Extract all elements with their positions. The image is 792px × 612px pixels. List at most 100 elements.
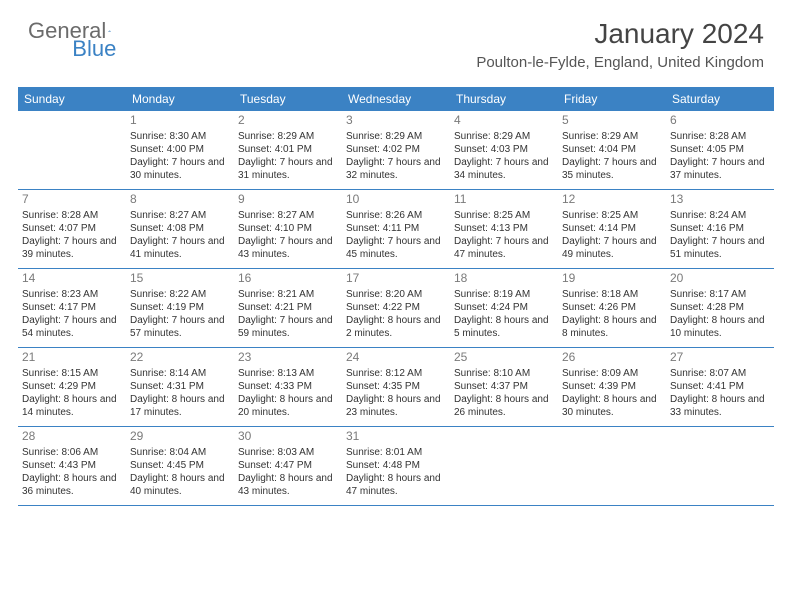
sunrise-text: Sunrise: 8:20 AM bbox=[346, 288, 446, 301]
day-number: 30 bbox=[238, 429, 338, 445]
day-number: 14 bbox=[22, 271, 122, 287]
sunset-text: Sunset: 4:08 PM bbox=[130, 222, 230, 235]
sunrise-text: Sunrise: 8:24 AM bbox=[670, 209, 770, 222]
sunset-text: Sunset: 4:03 PM bbox=[454, 143, 554, 156]
sunset-text: Sunset: 4:45 PM bbox=[130, 459, 230, 472]
sunset-text: Sunset: 4:05 PM bbox=[670, 143, 770, 156]
day-header: Tuesday bbox=[234, 87, 342, 111]
daylight-text: Daylight: 8 hours and 20 minutes. bbox=[238, 393, 338, 419]
sunrise-text: Sunrise: 8:30 AM bbox=[130, 130, 230, 143]
day-number: 31 bbox=[346, 429, 446, 445]
day-number: 13 bbox=[670, 192, 770, 208]
sunset-text: Sunset: 4:35 PM bbox=[346, 380, 446, 393]
day-cell: 21Sunrise: 8:15 AMSunset: 4:29 PMDayligh… bbox=[18, 348, 126, 426]
sunset-text: Sunset: 4:14 PM bbox=[562, 222, 662, 235]
day-number: 27 bbox=[670, 350, 770, 366]
sunset-text: Sunset: 4:33 PM bbox=[238, 380, 338, 393]
day-cell: 10Sunrise: 8:26 AMSunset: 4:11 PMDayligh… bbox=[342, 190, 450, 268]
sunrise-text: Sunrise: 8:26 AM bbox=[346, 209, 446, 222]
sunrise-text: Sunrise: 8:25 AM bbox=[562, 209, 662, 222]
day-cell: 25Sunrise: 8:10 AMSunset: 4:37 PMDayligh… bbox=[450, 348, 558, 426]
day-cell: 30Sunrise: 8:03 AMSunset: 4:47 PMDayligh… bbox=[234, 427, 342, 505]
week-row: 1Sunrise: 8:30 AMSunset: 4:00 PMDaylight… bbox=[18, 111, 774, 190]
sunset-text: Sunset: 4:07 PM bbox=[22, 222, 122, 235]
day-cell: 3Sunrise: 8:29 AMSunset: 4:02 PMDaylight… bbox=[342, 111, 450, 189]
daylight-text: Daylight: 8 hours and 36 minutes. bbox=[22, 472, 122, 498]
sunset-text: Sunset: 4:02 PM bbox=[346, 143, 446, 156]
day-number: 9 bbox=[238, 192, 338, 208]
sunrise-text: Sunrise: 8:15 AM bbox=[22, 367, 122, 380]
sunset-text: Sunset: 4:13 PM bbox=[454, 222, 554, 235]
day-number: 2 bbox=[238, 113, 338, 129]
sunset-text: Sunset: 4:00 PM bbox=[130, 143, 230, 156]
sunrise-text: Sunrise: 8:12 AM bbox=[346, 367, 446, 380]
sunset-text: Sunset: 4:48 PM bbox=[346, 459, 446, 472]
sunset-text: Sunset: 4:04 PM bbox=[562, 143, 662, 156]
day-cell: 24Sunrise: 8:12 AMSunset: 4:35 PMDayligh… bbox=[342, 348, 450, 426]
day-header: Monday bbox=[126, 87, 234, 111]
day-cell: 29Sunrise: 8:04 AMSunset: 4:45 PMDayligh… bbox=[126, 427, 234, 505]
sunrise-text: Sunrise: 8:19 AM bbox=[454, 288, 554, 301]
day-number: 7 bbox=[22, 192, 122, 208]
logo: General Blue bbox=[28, 18, 178, 44]
day-cell: 14Sunrise: 8:23 AMSunset: 4:17 PMDayligh… bbox=[18, 269, 126, 347]
sunset-text: Sunset: 4:47 PM bbox=[238, 459, 338, 472]
daylight-text: Daylight: 8 hours and 17 minutes. bbox=[130, 393, 230, 419]
sunset-text: Sunset: 4:28 PM bbox=[670, 301, 770, 314]
day-cell bbox=[666, 427, 774, 505]
sunset-text: Sunset: 4:01 PM bbox=[238, 143, 338, 156]
day-cell: 17Sunrise: 8:20 AMSunset: 4:22 PMDayligh… bbox=[342, 269, 450, 347]
day-cell: 4Sunrise: 8:29 AMSunset: 4:03 PMDaylight… bbox=[450, 111, 558, 189]
day-header-row: SundayMondayTuesdayWednesdayThursdayFrid… bbox=[18, 87, 774, 111]
day-number: 5 bbox=[562, 113, 662, 129]
sunrise-text: Sunrise: 8:18 AM bbox=[562, 288, 662, 301]
daylight-text: Daylight: 7 hours and 54 minutes. bbox=[22, 314, 122, 340]
day-number: 29 bbox=[130, 429, 230, 445]
day-number: 19 bbox=[562, 271, 662, 287]
day-number: 20 bbox=[670, 271, 770, 287]
month-title: January 2024 bbox=[476, 18, 764, 50]
day-cell: 1Sunrise: 8:30 AMSunset: 4:00 PMDaylight… bbox=[126, 111, 234, 189]
day-number: 25 bbox=[454, 350, 554, 366]
daylight-text: Daylight: 8 hours and 47 minutes. bbox=[346, 472, 446, 498]
sunset-text: Sunset: 4:21 PM bbox=[238, 301, 338, 314]
sunset-text: Sunset: 4:26 PM bbox=[562, 301, 662, 314]
sunset-text: Sunset: 4:31 PM bbox=[130, 380, 230, 393]
day-number: 22 bbox=[130, 350, 230, 366]
day-cell: 19Sunrise: 8:18 AMSunset: 4:26 PMDayligh… bbox=[558, 269, 666, 347]
day-header: Saturday bbox=[666, 87, 774, 111]
sunset-text: Sunset: 4:10 PM bbox=[238, 222, 338, 235]
daylight-text: Daylight: 7 hours and 57 minutes. bbox=[130, 314, 230, 340]
daylight-text: Daylight: 7 hours and 30 minutes. bbox=[130, 156, 230, 182]
day-cell: 16Sunrise: 8:21 AMSunset: 4:21 PMDayligh… bbox=[234, 269, 342, 347]
daylight-text: Daylight: 8 hours and 23 minutes. bbox=[346, 393, 446, 419]
daylight-text: Daylight: 8 hours and 40 minutes. bbox=[130, 472, 230, 498]
sunset-text: Sunset: 4:41 PM bbox=[670, 380, 770, 393]
day-cell: 5Sunrise: 8:29 AMSunset: 4:04 PMDaylight… bbox=[558, 111, 666, 189]
day-number: 12 bbox=[562, 192, 662, 208]
daylight-text: Daylight: 8 hours and 43 minutes. bbox=[238, 472, 338, 498]
day-number: 6 bbox=[670, 113, 770, 129]
day-number: 26 bbox=[562, 350, 662, 366]
daylight-text: Daylight: 7 hours and 39 minutes. bbox=[22, 235, 122, 261]
day-cell: 9Sunrise: 8:27 AMSunset: 4:10 PMDaylight… bbox=[234, 190, 342, 268]
sunrise-text: Sunrise: 8:21 AM bbox=[238, 288, 338, 301]
sunrise-text: Sunrise: 8:22 AM bbox=[130, 288, 230, 301]
day-number: 8 bbox=[130, 192, 230, 208]
day-header: Friday bbox=[558, 87, 666, 111]
day-cell: 6Sunrise: 8:28 AMSunset: 4:05 PMDaylight… bbox=[666, 111, 774, 189]
daylight-text: Daylight: 7 hours and 51 minutes. bbox=[670, 235, 770, 261]
daylight-text: Daylight: 7 hours and 35 minutes. bbox=[562, 156, 662, 182]
sunset-text: Sunset: 4:43 PM bbox=[22, 459, 122, 472]
header: General Blue January 2024 Poulton-le-Fyl… bbox=[0, 0, 792, 79]
calendar: SundayMondayTuesdayWednesdayThursdayFrid… bbox=[18, 87, 774, 506]
day-number: 4 bbox=[454, 113, 554, 129]
day-number: 21 bbox=[22, 350, 122, 366]
sunset-text: Sunset: 4:16 PM bbox=[670, 222, 770, 235]
sunset-text: Sunset: 4:39 PM bbox=[562, 380, 662, 393]
week-row: 7Sunrise: 8:28 AMSunset: 4:07 PMDaylight… bbox=[18, 190, 774, 269]
day-cell: 31Sunrise: 8:01 AMSunset: 4:48 PMDayligh… bbox=[342, 427, 450, 505]
day-cell: 15Sunrise: 8:22 AMSunset: 4:19 PMDayligh… bbox=[126, 269, 234, 347]
sunset-text: Sunset: 4:11 PM bbox=[346, 222, 446, 235]
week-row: 21Sunrise: 8:15 AMSunset: 4:29 PMDayligh… bbox=[18, 348, 774, 427]
